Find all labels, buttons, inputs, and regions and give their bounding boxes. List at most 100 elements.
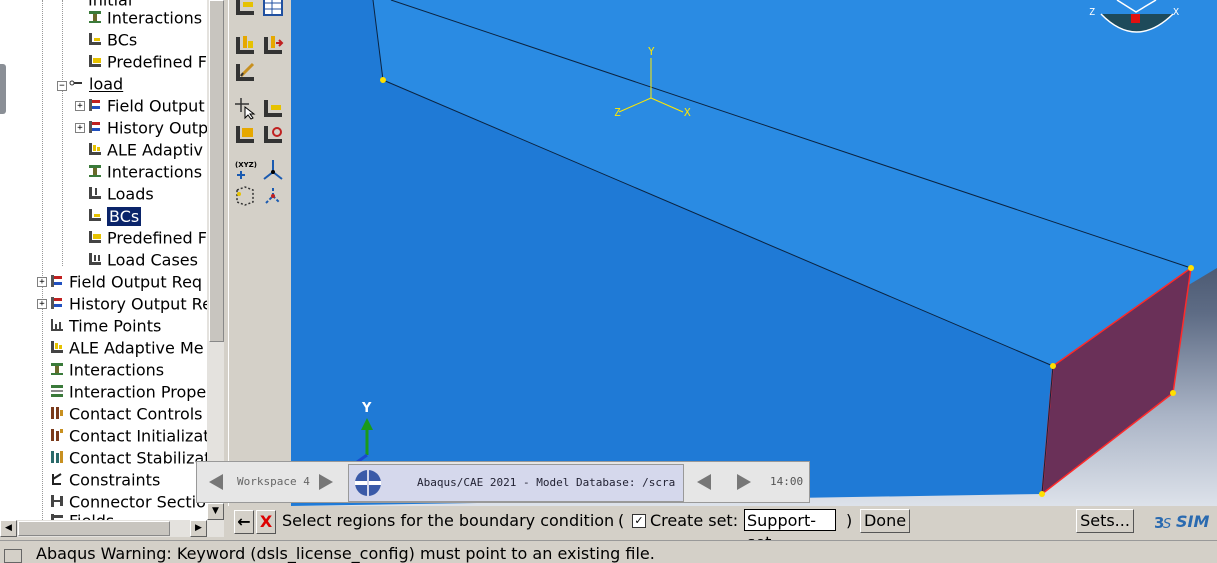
create-bc-icon[interactable] — [261, 96, 285, 120]
expand-history-output-req-toggle[interactable]: + — [37, 299, 47, 309]
table-manager-icon[interactable] — [261, 0, 285, 18]
svg-text:X: X — [1173, 7, 1179, 18]
create-load-icon[interactable] — [233, 33, 257, 57]
tree-item-loads[interactable]: Loads — [88, 183, 154, 205]
vertex[interactable] — [1039, 491, 1045, 497]
3ds-logo-icon: 3S — [1154, 514, 1171, 532]
next-window-icon[interactable] — [737, 474, 751, 490]
bc-manager-icon[interactable] — [233, 0, 257, 18]
datum-csys-icon[interactable] — [261, 158, 285, 182]
field-output-icon — [89, 98, 100, 111]
back-arrow-button[interactable]: ← — [234, 510, 254, 534]
predefined-field-tool-icon[interactable] — [233, 122, 257, 146]
load-case-tool-icon[interactable] — [261, 122, 285, 146]
scroll-down-arrow-icon[interactable]: ▼ — [207, 503, 224, 520]
open-paren: ( — [618, 511, 625, 530]
tree-item-label: Interactions — [107, 162, 203, 182]
tree-vertical-scrollbar[interactable]: ▼ — [207, 0, 224, 520]
time-points-icon — [51, 318, 63, 331]
set-name-input[interactable]: Support-set — [744, 509, 836, 552]
tree-item-time-points[interactable]: Time Points — [50, 315, 161, 337]
tree-item-ale-adaptive[interactable]: ALE Adaptiv — [88, 139, 203, 161]
model-tree[interactable]: − + + + + Initial Interactions BCs Prede… — [0, 0, 207, 520]
previous-window-icon[interactable] — [697, 474, 711, 490]
tree-item-ale-adaptive-mesh[interactable]: ALE Adaptive Me — [50, 337, 204, 359]
beam-top-face[interactable] — [373, 0, 1217, 366]
close-paren: ) — [846, 511, 853, 530]
scroll-right-arrow-icon[interactable]: ▶ — [190, 520, 207, 537]
interaction-icon — [89, 10, 101, 23]
ale-icon — [51, 340, 63, 353]
sets-button[interactable]: Sets... — [1076, 509, 1134, 533]
expand-field-output-req-toggle[interactable]: + — [37, 277, 47, 287]
tree-item-label: Interactions — [107, 8, 203, 28]
scrollbar-thumb[interactable] — [18, 521, 170, 536]
panel-resize-handle[interactable] — [0, 64, 6, 114]
tree-item-initial-interactions[interactable]: Interactions — [88, 7, 202, 29]
tree-item-field-output-requests[interactable]: Field Output Req — [50, 271, 202, 293]
tree-item-contact-initialization[interactable]: Contact Initializat — [50, 425, 207, 447]
tree-item-history-output-requests[interactable]: History Output Re — [50, 293, 207, 315]
tree-item-label: Contact Controls — [69, 404, 203, 424]
vertex[interactable] — [1170, 390, 1176, 396]
interaction-icon — [51, 362, 63, 375]
create-set-checkbox[interactable]: ✓ — [632, 514, 646, 528]
tree-item-initial[interactable]: Initial — [88, 0, 132, 11]
tree-item-connector-sections[interactable]: Connector Sectio — [50, 491, 206, 513]
contact-init-icon — [51, 428, 63, 441]
beam-edge — [382, 79, 1054, 367]
previous-workspace-icon[interactable] — [209, 474, 223, 490]
tree-horizontal-scrollbar[interactable]: ◀ ▶ — [0, 520, 224, 537]
tree-item-constraints[interactable]: Constraints — [50, 469, 160, 491]
create-datum-csys-icon[interactable]: (XYZ) — [233, 158, 257, 182]
tree-item-load-interactions[interactable]: Interactions — [88, 161, 202, 183]
svg-text:S: S — [1163, 517, 1171, 532]
vertex[interactable] — [380, 77, 386, 83]
svg-text:Z: Z — [1089, 7, 1095, 18]
tree-item-fields[interactable]: Fields — [50, 510, 114, 520]
vertex[interactable] — [1188, 265, 1194, 271]
next-workspace-icon[interactable] — [319, 474, 333, 490]
tree-item-step-load[interactable]: load — [68, 73, 123, 95]
vertex[interactable] — [1050, 363, 1056, 369]
fields-icon — [51, 513, 63, 520]
view-cube[interactable]: Z X — [1089, 0, 1179, 33]
query-select-icon[interactable] — [233, 96, 257, 120]
beam-model-canvas[interactable]: Y X Z Y Z X — [291, 0, 1217, 506]
tree-item-load-cases[interactable]: Load Cases — [88, 249, 198, 271]
tree-item-contact-controls[interactable]: Contact Controls — [50, 403, 203, 425]
cancel-button[interactable]: X — [256, 510, 276, 534]
expand-field-output-toggle[interactable]: + — [75, 101, 85, 111]
taskbar-window-button[interactable]: Abaqus/CAE 2021 - Model Database: /scra — [348, 464, 684, 502]
window-title: Abaqus/CAE 2021 - Model Database: /scra — [417, 476, 676, 489]
tree-item-label: Initial — [88, 0, 133, 10]
svg-text:Z: Z — [614, 106, 621, 119]
tree-item-contact-stabilization[interactable]: Contact Stabilizat — [50, 447, 207, 469]
done-button[interactable]: Done — [860, 509, 910, 533]
model-viewport[interactable]: Y X Z Y Z X — [291, 0, 1217, 506]
clock: 14:00 — [770, 475, 804, 488]
tree-item-load-bcs[interactable]: BCs — [88, 205, 142, 227]
tree-item-history-output[interactable]: History Outp — [88, 117, 207, 139]
expand-history-output-toggle[interactable]: + — [75, 123, 85, 133]
message-area-toggle[interactable] — [4, 549, 22, 563]
tree-item-initial-bcs[interactable]: BCs — [88, 29, 137, 51]
tree-item-load-predefined[interactable]: Predefined F — [88, 227, 207, 249]
tree-item-initial-predefined[interactable]: Predefined F — [88, 51, 207, 73]
scroll-left-arrow-icon[interactable]: ◀ — [0, 520, 17, 537]
datum-point-icon[interactable] — [261, 184, 285, 208]
partition-icon[interactable] — [233, 184, 257, 208]
collapse-load-toggle[interactable]: − — [57, 81, 67, 91]
scrollbar-thumb[interactable] — [209, 0, 224, 342]
tree-item-field-output[interactable]: Field Output — [88, 95, 205, 117]
beam-edge — [372, 0, 384, 81]
tree-item-interactions[interactable]: Interactions — [50, 359, 164, 381]
tree-item-interaction-properties[interactable]: Interaction Prope — [50, 381, 206, 403]
beam-side-face[interactable] — [291, 0, 1053, 506]
tree-item-label: Contact Stabilizat — [69, 448, 207, 468]
load-manager-icon[interactable] — [261, 33, 285, 57]
datum-csys-triad: Y X Z — [614, 45, 691, 119]
interaction-icon — [89, 164, 101, 177]
edit-feature-icon[interactable] — [233, 60, 257, 84]
tree-item-label: History Outp — [107, 118, 207, 138]
